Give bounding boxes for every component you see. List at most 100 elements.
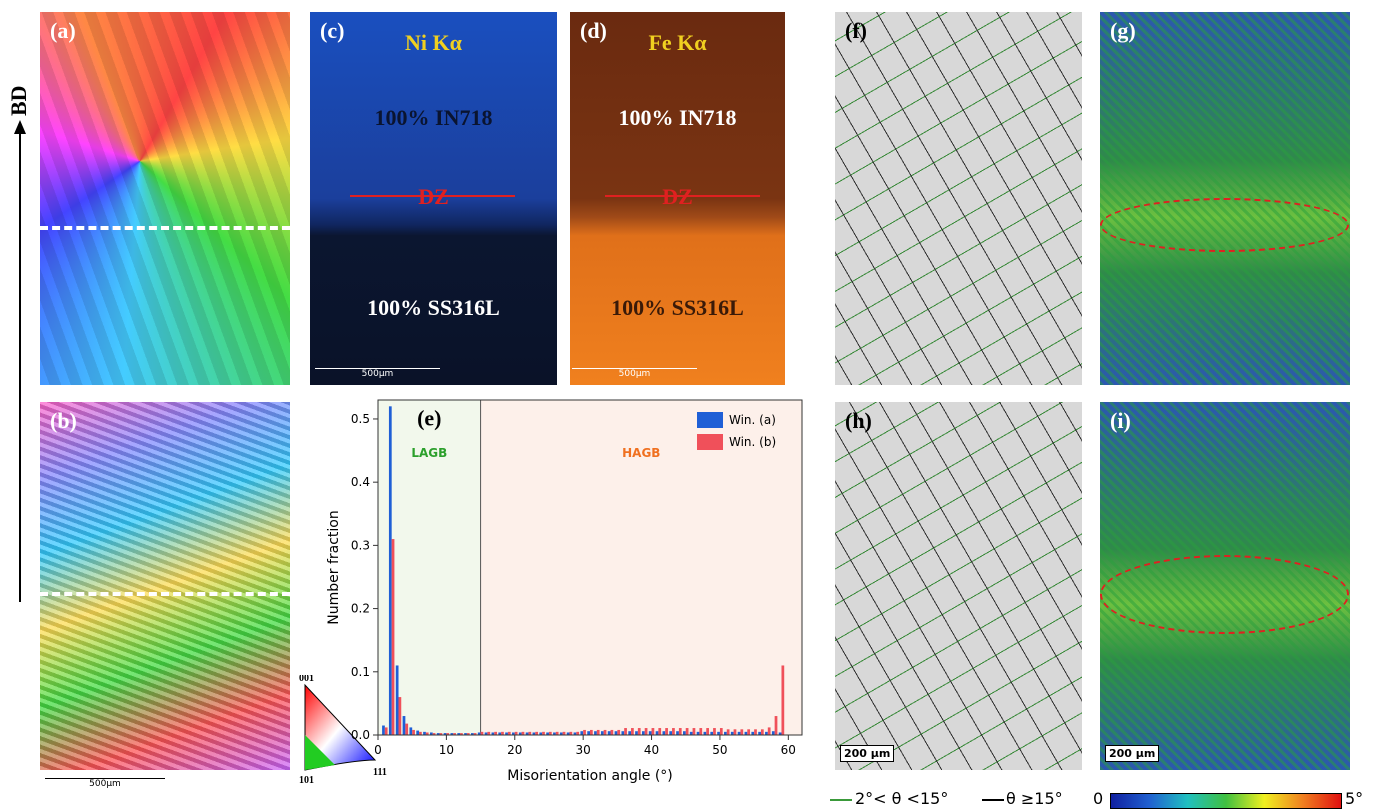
bar <box>644 728 648 735</box>
bar <box>651 728 655 735</box>
panel-label: (g) <box>1110 18 1136 43</box>
dashed-line <box>40 592 290 596</box>
bar <box>685 728 689 735</box>
bar <box>423 731 426 735</box>
ipf-key-label: 111 <box>373 767 387 778</box>
bar <box>669 731 673 735</box>
bar <box>724 731 727 735</box>
bar <box>416 730 420 735</box>
legend-text: θ ≥15° <box>1006 789 1063 808</box>
bar <box>617 729 621 735</box>
y-tick-label: 0.1 <box>351 665 370 679</box>
bar <box>730 731 734 735</box>
bar <box>744 731 748 735</box>
bar <box>603 729 607 735</box>
bar <box>395 665 399 735</box>
bar <box>555 731 559 735</box>
legend-label: Win. (b) <box>729 435 776 449</box>
bar <box>596 729 600 735</box>
bar <box>576 731 580 735</box>
bar <box>699 728 703 735</box>
boundary-map <box>835 402 1082 770</box>
bar <box>655 731 659 735</box>
bar <box>665 728 668 735</box>
y-tick-label: 0.0 <box>351 728 370 742</box>
x-axis-title: Misorientation angle (°) <box>507 768 673 784</box>
highlight-ellipse <box>1100 198 1349 252</box>
x-tick-label: 60 <box>781 743 796 757</box>
colorbar-label: 5° <box>1345 789 1364 808</box>
bar <box>480 731 484 735</box>
zone-arrow <box>350 195 515 197</box>
bar <box>412 729 415 735</box>
bar <box>580 731 584 735</box>
bar <box>419 731 422 735</box>
bar <box>771 731 775 735</box>
bar <box>521 731 525 735</box>
bar <box>600 731 604 735</box>
arrow-head <box>14 120 26 134</box>
bar <box>548 731 552 735</box>
element-label: Ni Kα <box>405 30 462 55</box>
bar <box>635 731 638 735</box>
panel-label: (b) <box>50 408 77 433</box>
x-tick-label: 10 <box>439 743 454 757</box>
panel-label: (i) <box>1110 408 1131 433</box>
bar <box>553 732 556 735</box>
bar <box>751 731 755 735</box>
bar <box>446 733 450 735</box>
panel-label: (e) <box>417 405 441 430</box>
hagb-region <box>480 400 802 735</box>
y-tick-label: 0.2 <box>351 602 370 616</box>
bar <box>587 731 590 735</box>
bar <box>590 729 593 735</box>
bar <box>507 731 511 735</box>
legend-swatch <box>697 412 723 428</box>
bar <box>487 731 491 735</box>
bar <box>384 727 388 735</box>
bar <box>525 732 529 735</box>
bar <box>535 731 539 735</box>
panel-label: (c) <box>320 18 345 43</box>
bar <box>696 731 700 735</box>
panel-label: (a) <box>50 18 76 43</box>
boundary-map <box>835 12 1082 385</box>
x-tick-label: 30 <box>576 743 591 757</box>
x-tick-label: 50 <box>712 743 727 757</box>
bar <box>717 731 720 735</box>
bar <box>747 729 751 735</box>
x-tick-label: 20 <box>507 743 522 757</box>
legend-swatch <box>982 799 1004 801</box>
region-label: LAGB <box>411 446 447 460</box>
bar <box>719 728 723 735</box>
plot-frame <box>377 399 803 736</box>
region-label: 100% IN718 <box>374 105 493 130</box>
region-label: 100% IN718 <box>618 105 737 130</box>
bar <box>491 732 495 735</box>
lagb-region <box>378 400 481 735</box>
bar <box>391 539 395 735</box>
colorbar <box>1110 793 1342 809</box>
legend-text: 2°< θ <15° <box>855 789 949 808</box>
bar <box>466 733 470 735</box>
bar <box>518 732 522 735</box>
bar <box>676 731 679 735</box>
bar <box>460 733 463 735</box>
bar <box>429 732 433 735</box>
ipf-triangle-green <box>305 735 335 770</box>
bar <box>484 732 488 735</box>
bar <box>710 731 714 735</box>
panel-label: (d) <box>580 18 607 43</box>
bar <box>402 716 406 735</box>
bar <box>781 665 785 735</box>
bar <box>726 729 730 735</box>
bar <box>512 732 515 735</box>
bar <box>436 733 440 735</box>
bar <box>432 733 436 735</box>
ipf-map <box>40 12 290 385</box>
dashed-line <box>40 226 290 230</box>
bar <box>539 732 543 735</box>
bar <box>562 731 566 735</box>
bar <box>477 732 481 735</box>
bar <box>754 729 757 735</box>
